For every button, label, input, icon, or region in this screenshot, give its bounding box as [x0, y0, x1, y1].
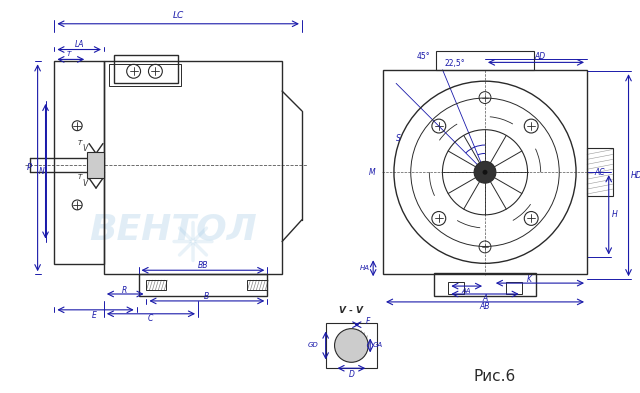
Text: HA: HA — [360, 265, 370, 271]
Text: B: B — [204, 292, 209, 301]
Text: 22,5°: 22,5° — [445, 59, 466, 68]
Text: ВЕНТОЛ: ВЕНТОЛ — [90, 213, 257, 247]
Text: R: R — [122, 286, 127, 294]
Text: V: V — [83, 179, 88, 187]
Text: V: V — [83, 144, 88, 153]
Text: H: H — [612, 210, 618, 219]
Bar — [114, 55, 178, 83]
Text: LA: LA — [74, 40, 84, 49]
Text: E: E — [92, 311, 97, 320]
Text: M: M — [369, 168, 375, 177]
Bar — [435, 51, 534, 70]
Text: Рис.6: Рис.6 — [474, 369, 516, 384]
Text: S: S — [396, 134, 401, 143]
Circle shape — [335, 329, 368, 362]
Circle shape — [474, 162, 496, 183]
Bar — [104, 61, 282, 274]
Bar — [326, 323, 377, 368]
Bar — [147, 280, 166, 290]
Text: A: A — [483, 294, 488, 303]
Text: F: F — [366, 317, 371, 326]
Text: AB: AB — [480, 302, 490, 311]
Bar — [139, 274, 268, 296]
Text: V - V: V - V — [339, 306, 364, 315]
Text: AA: AA — [461, 288, 471, 294]
Text: 45°: 45° — [417, 52, 431, 61]
Text: D: D — [348, 370, 355, 379]
Text: AD: AD — [535, 52, 546, 61]
Text: T: T — [67, 51, 72, 57]
Bar — [449, 282, 464, 294]
Text: C: C — [148, 314, 153, 323]
Text: P: P — [27, 163, 32, 172]
Bar — [87, 152, 104, 178]
Text: K: K — [527, 275, 532, 284]
Bar — [54, 61, 104, 264]
Text: HD: HD — [630, 171, 640, 180]
Bar — [433, 273, 536, 296]
Text: T: T — [78, 174, 83, 180]
Bar — [506, 282, 522, 294]
Text: GA: GA — [373, 342, 383, 349]
Bar — [587, 149, 612, 196]
Text: LC: LC — [173, 11, 184, 20]
Text: GD: GD — [307, 342, 318, 349]
Bar — [383, 70, 587, 274]
Text: T: T — [78, 140, 83, 145]
Text: AC: AC — [595, 168, 605, 177]
Bar — [109, 64, 181, 86]
Circle shape — [483, 170, 488, 175]
Bar — [248, 280, 268, 290]
Text: BB: BB — [198, 261, 208, 270]
Text: N: N — [38, 167, 44, 176]
